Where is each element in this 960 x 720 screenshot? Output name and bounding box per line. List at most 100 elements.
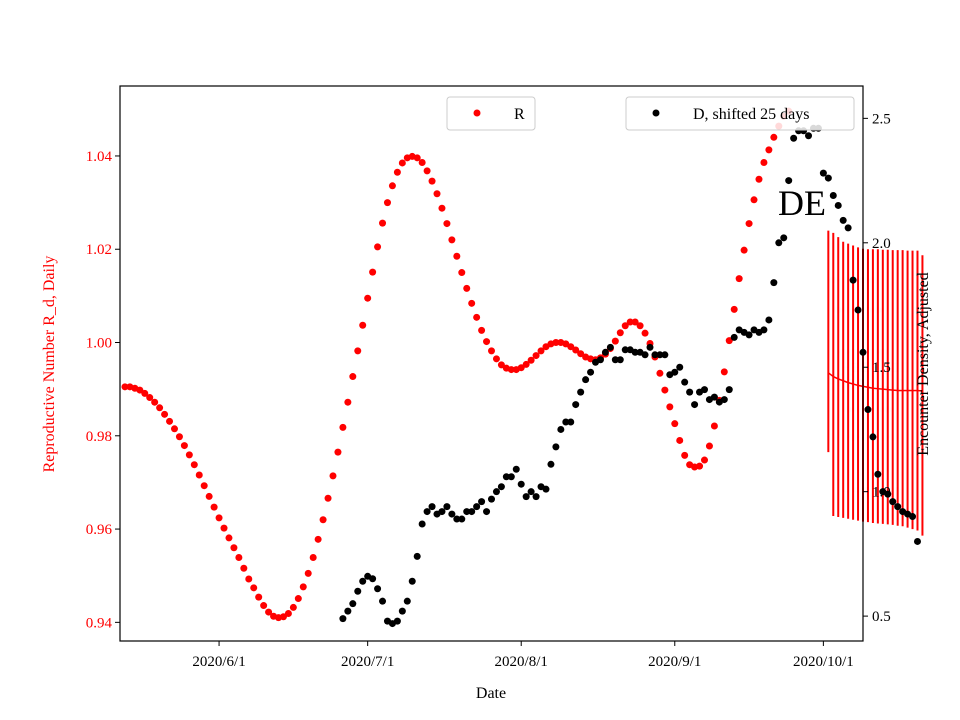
d-point [720,396,728,404]
d-point [567,418,575,426]
r-point [304,569,312,577]
axes-frame [119,85,864,642]
d-point [631,348,639,356]
left-y-tick-label: 1.02 [86,242,112,258]
r-forecast-mean-segment [842,380,849,384]
d-point [497,483,505,491]
x-axis-title: Date [476,685,506,702]
d-point [393,617,401,625]
r-point [666,403,674,411]
legend-d-marker [652,109,660,117]
r-point [146,394,154,402]
d-point [745,331,753,339]
d-point [641,351,649,359]
legend-d: D, shifted 25 days [625,96,855,131]
r-point [210,503,218,511]
d-point [359,577,367,585]
r-point [250,584,258,592]
d-point [829,192,837,200]
r-point [443,220,451,228]
d-point [502,473,510,481]
r-point [299,583,307,591]
d-point [621,346,629,354]
r-point [463,284,471,292]
d-point [656,351,664,359]
d-point [542,485,550,493]
r-point [453,252,461,260]
right-y-tick-label: 1.5 [872,360,891,376]
state-annotation: DE [778,183,826,223]
r-point [616,329,624,337]
r-point [720,368,728,376]
r-point [438,204,446,212]
r-point [284,609,292,617]
x-tick-label: 2020/7/1 [341,654,394,670]
r-point [364,294,372,302]
r-point [483,338,491,346]
d-point [507,473,515,481]
d-point [483,508,491,516]
r-point [676,436,684,444]
r-point [393,168,401,176]
r-point [279,613,287,621]
r-point [522,360,530,368]
r-point [175,433,183,441]
r-point [725,337,733,345]
r-point [710,422,718,430]
r-point [626,318,634,326]
r-point [641,329,649,337]
d-point [606,343,614,351]
r-point [379,219,387,227]
r-point [681,451,689,459]
legend-r-marker [473,109,481,117]
d-point [428,503,436,511]
r-point [478,326,486,334]
r-point [572,346,580,354]
d-point [909,513,917,521]
d-point [681,378,689,386]
d-point [725,386,733,394]
d-point [775,239,783,247]
d-point [443,503,451,511]
right-y-tick-label: 1.0 [872,485,891,501]
d-point [517,480,525,488]
r-point [750,196,758,204]
d-point [418,520,426,528]
r-point [339,423,347,431]
right-y-axis-title: Encounter Density, Adjusted [915,272,932,455]
r-point [705,442,713,450]
legend-d-box [625,96,855,131]
d-point [344,607,352,615]
r-point [745,220,753,228]
r-point [180,442,188,450]
d-point [785,177,793,185]
d-point [512,465,520,473]
r-point [344,398,352,406]
legend-r-box [446,96,536,131]
legend-d-label: D, shifted 25 days [693,106,809,123]
r-point [190,461,198,469]
r-point [740,246,748,254]
r-point [492,355,500,363]
r-point [260,602,268,610]
d-point [448,510,456,518]
r-point [413,154,421,162]
d-point [869,433,877,441]
d-point [849,276,857,284]
d-point [408,577,416,585]
d-point [730,333,738,341]
r-forecast-mean-segment [857,384,864,388]
d-point [587,368,595,376]
r-point [215,514,223,522]
x-tick-label: 2020/8/1 [495,654,548,670]
d-point [646,343,654,351]
r-point [423,167,431,175]
r-point [240,564,248,572]
d-point [339,615,347,623]
r-point [661,386,669,394]
r-point [136,386,144,394]
d-point [582,376,590,384]
d-point [379,597,387,605]
left-y-tick-label: 0.98 [86,429,112,445]
r-point [428,177,436,185]
